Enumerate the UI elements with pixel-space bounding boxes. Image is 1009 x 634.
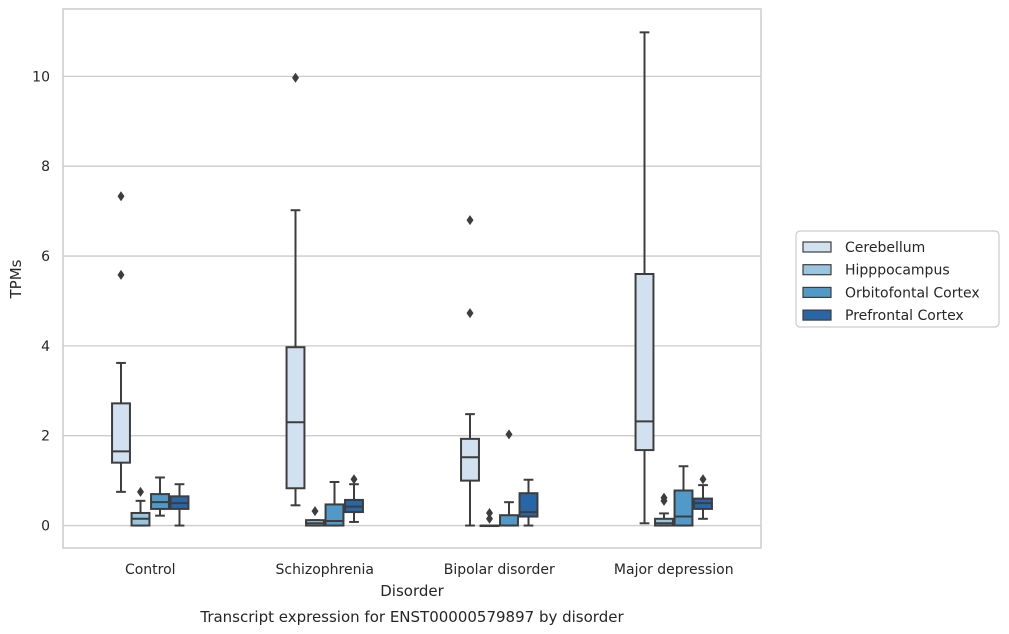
outlier-point	[466, 215, 474, 226]
plot-frame	[62, 8, 762, 549]
x-axis-label: Disorder	[380, 582, 444, 600]
outlier-point	[486, 507, 493, 518]
box-hipppocampus	[479, 507, 500, 528]
outlier-point	[486, 513, 493, 524]
box-iqr	[285, 346, 306, 490]
legend-swatch	[802, 241, 832, 253]
legend-swatch	[802, 286, 832, 298]
outlier-point	[505, 429, 513, 440]
y-tick-label: 2	[41, 429, 50, 445]
y-tick-label: 10	[32, 69, 50, 85]
box-cerebellum	[111, 191, 131, 493]
legend-label: Prefrontal Cortex	[845, 308, 964, 324]
box-layer	[111, 31, 713, 528]
y-axis-label: TPMs	[7, 259, 25, 299]
legend-item: Hipppocampus	[802, 263, 950, 279]
y-tick-label: 0	[41, 519, 50, 535]
legend-label: Cerebellum	[845, 240, 925, 256]
legend-item: Orbitofontal Cortex	[802, 285, 980, 301]
legend-item: Prefrontal Cortex	[802, 308, 964, 324]
box-cerebellum	[460, 215, 480, 527]
outlier-point	[466, 308, 474, 319]
y-tick-label: 8	[41, 159, 50, 175]
box-prefrontal-cortex	[344, 474, 364, 523]
box-hipppocampus	[130, 486, 151, 527]
outlier-point	[350, 474, 358, 485]
figure-caption: Transcript expression for ENST0000057989…	[199, 608, 624, 626]
box-orbitofontal-cortex	[673, 465, 694, 527]
box-orbitofontal-cortex	[499, 429, 519, 527]
box-iqr	[111, 402, 131, 464]
legend-item: Cerebellum	[802, 240, 925, 256]
box-hipppocampus	[654, 492, 674, 527]
box-prefrontal-cortex	[518, 478, 539, 527]
grid-layer	[63, 75, 761, 527]
outlier-point	[117, 269, 125, 280]
box-iqr	[499, 514, 519, 527]
x-tick-label: Schizophrenia	[276, 562, 374, 578]
y-tick-label: 4	[41, 339, 50, 355]
x-tick-label: Major depression	[614, 562, 734, 578]
box-iqr	[460, 437, 480, 482]
outlier-point	[311, 506, 319, 517]
outlier-point	[137, 486, 144, 497]
legend-swatch	[802, 264, 832, 276]
x-tick-label: Bipolar disorder	[444, 562, 555, 578]
legend-frame	[795, 230, 1000, 328]
box-iqr	[518, 492, 539, 518]
outlier-point	[292, 72, 299, 83]
legend-label: Hipppocampus	[845, 263, 950, 279]
box-iqr	[324, 503, 345, 527]
box-orbitofontal-cortex	[324, 480, 345, 527]
box-iqr	[634, 273, 655, 452]
box-iqr	[654, 517, 674, 527]
box-iqr	[673, 489, 694, 527]
outlier-point	[660, 492, 668, 503]
x-tick-label: Control	[125, 562, 176, 578]
tick-layer: 0 2 4 6 8 10 Control Schizophrenia Bipolar disor…	[32, 69, 733, 578]
box-hipppocampus	[305, 506, 325, 527]
legend-swatch	[802, 309, 832, 321]
box-orbitofontal-cortex	[150, 476, 170, 517]
box-prefrontal-cortex	[693, 474, 713, 520]
box-prefrontal-cortex	[169, 483, 190, 527]
legend: Cerebellum Hipppocampus Orbitofontal Corte…	[795, 230, 1000, 328]
outlier-point	[117, 191, 125, 202]
box-cerebellum	[634, 31, 655, 525]
box-cerebellum	[285, 72, 306, 507]
legend-label: Orbitofontal Cortex	[845, 285, 980, 301]
y-tick-label: 6	[41, 249, 50, 265]
outlier-point	[699, 474, 707, 485]
